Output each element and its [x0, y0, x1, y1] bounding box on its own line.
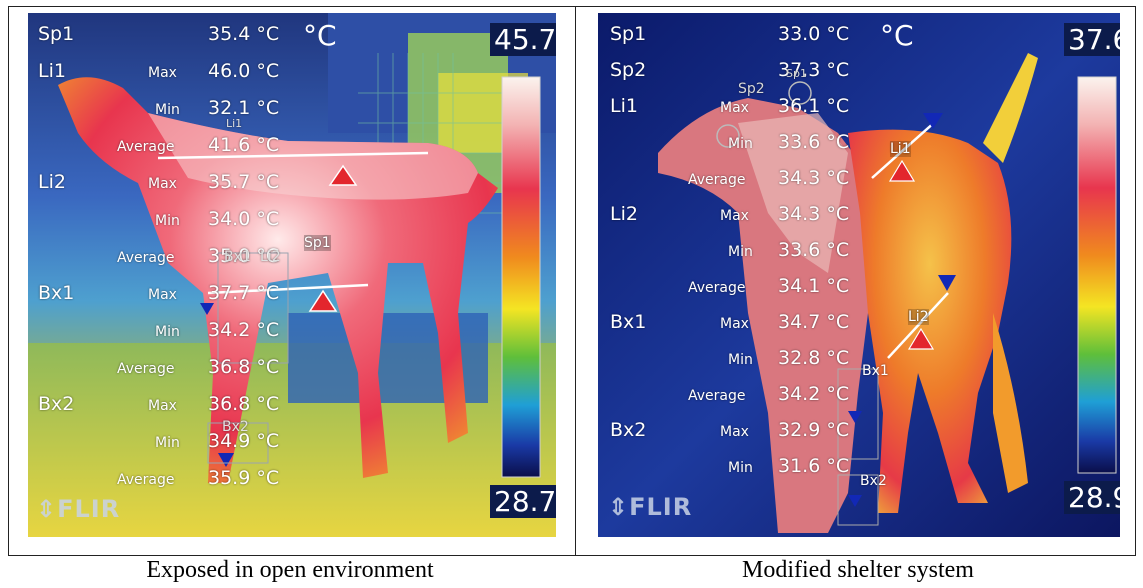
row-value: 33.6 °C: [778, 131, 850, 153]
flir-logo: ⇕FLIR: [608, 493, 693, 521]
flir-logo-icon: ⇕: [608, 493, 630, 521]
row-value: 31.6 °C: [778, 455, 850, 477]
unit-label: °C: [303, 19, 337, 52]
row-value: 34.2 °C: [778, 383, 850, 405]
figure-frame: [8, 6, 1136, 556]
thermal-scene-left: [28, 13, 556, 537]
panel-divider: [575, 6, 576, 556]
box-marker-label: Bx2: [222, 419, 249, 435]
row-sub: Min: [155, 435, 180, 451]
row-value: 46.0 °C: [208, 60, 280, 82]
line-marker-label: Li1: [226, 117, 243, 130]
row-value: 35.0 °C: [208, 245, 280, 267]
row-sub: Min: [728, 136, 753, 152]
row-value: 34.1 °C: [778, 275, 850, 297]
thermal-image-open-environment: Sp1 35.4 °C Li1 Max 46.0 °C Min 32.1 °C …: [28, 13, 556, 537]
row-sub: Min: [728, 244, 753, 260]
row-value: 41.6 °C: [208, 134, 280, 156]
row-value: 34.3 °C: [778, 167, 850, 189]
row-sub: Average: [117, 250, 175, 266]
row-value: 32.1 °C: [208, 97, 280, 119]
row-sub: Average: [688, 172, 746, 188]
spot-marker-label: Sp2: [738, 81, 765, 97]
row-label: Sp1: [610, 23, 647, 45]
row-value: 36.8 °C: [208, 393, 280, 415]
scale-min-value: 28.9: [1064, 481, 1120, 514]
row-sub: Max: [148, 176, 177, 192]
row-value: 35.4 °C: [208, 23, 280, 45]
row-label: Bx1: [38, 282, 75, 304]
row-label: Sp1: [38, 23, 75, 45]
spot-marker-label: Sp1: [786, 67, 807, 80]
row-sub: Max: [720, 208, 749, 224]
row-sub: Min: [728, 352, 753, 368]
row-value: 32.9 °C: [778, 419, 850, 441]
scale-min-value: 28.7: [490, 485, 556, 518]
row-label: Bx2: [38, 393, 75, 415]
row-value: 34.3 °C: [778, 203, 850, 225]
box-marker-label: Bx2: [860, 473, 887, 489]
row-value: 36.1 °C: [778, 95, 850, 117]
row-sub: Max: [720, 100, 749, 116]
row-sub: Min: [728, 460, 753, 476]
row-sub: Max: [148, 398, 177, 414]
row-value: 34.9 °C: [208, 430, 280, 452]
row-label: Li1: [610, 95, 638, 117]
row-value: 37.7 °C: [208, 282, 280, 304]
row-sub: Max: [720, 424, 749, 440]
scale-max-value: 37.6: [1064, 23, 1120, 56]
spot-marker-label: Sp1: [304, 235, 331, 251]
row-value: 32.8 °C: [778, 347, 850, 369]
row-label: Li2: [38, 171, 66, 193]
row-sub: Max: [720, 316, 749, 332]
row-sub: Max: [148, 287, 177, 303]
scale-max-value: 45.7: [490, 23, 556, 56]
box-marker-label: Bx1: [862, 363, 889, 379]
caption-left: Exposed in open environment: [146, 557, 434, 583]
row-label: Bx2: [610, 419, 647, 441]
unit-label: °C: [880, 19, 914, 52]
row-value: 35.7 °C: [208, 171, 280, 193]
row-label: Sp2: [610, 59, 647, 81]
line-marker-label: Li2: [908, 309, 929, 325]
flir-logo: ⇕FLIR: [36, 495, 121, 523]
row-sub: Min: [155, 213, 180, 229]
row-value: 35.9 °C: [208, 467, 280, 489]
row-sub: Average: [117, 361, 175, 377]
row-sub: Max: [148, 65, 177, 81]
row-label: Bx1: [610, 311, 647, 333]
row-value: 34.2 °C: [208, 319, 280, 341]
caption-right: Modified shelter system: [742, 557, 974, 583]
row-sub: Average: [688, 280, 746, 296]
row-value: 33.0 °C: [778, 23, 850, 45]
thermal-scene-right: [598, 13, 1120, 537]
row-value: 34.7 °C: [778, 311, 850, 333]
row-sub: Average: [688, 388, 746, 404]
box-marker-label: Bx1: [224, 249, 251, 265]
line-marker-label: Li1: [890, 141, 911, 157]
row-value: 36.8 °C: [208, 356, 280, 378]
row-label: Li2: [610, 203, 638, 225]
flir-logo-icon: ⇕: [36, 495, 58, 523]
row-value: 33.6 °C: [778, 239, 850, 261]
row-sub: Average: [117, 472, 175, 488]
line-marker-label: Li2: [260, 249, 281, 265]
row-sub: Min: [155, 102, 180, 118]
row-value: 34.0 °C: [208, 208, 280, 230]
row-label: Li1: [38, 60, 66, 82]
row-sub: Average: [117, 139, 175, 155]
thermal-image-shelter: Sp1 33.0 °C Sp2 37.3 °C Li1 Max 36.1 °C …: [598, 13, 1120, 537]
row-value: 37.3 °C: [778, 59, 850, 81]
row-sub: Min: [155, 324, 180, 340]
